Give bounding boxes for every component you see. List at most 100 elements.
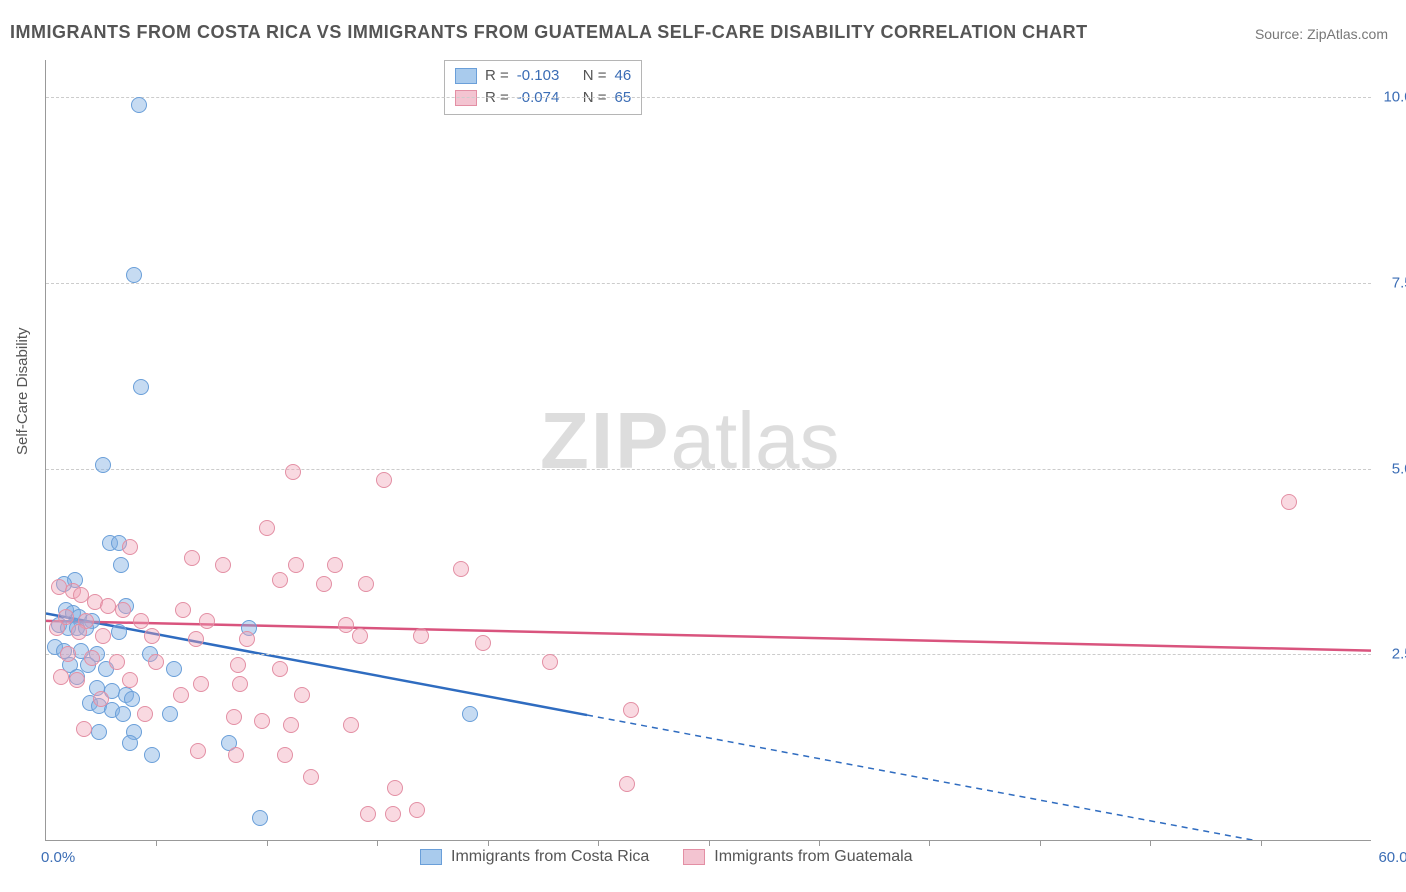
- data-point: [137, 706, 153, 722]
- data-point: [252, 810, 268, 826]
- regression-lines: [46, 60, 1371, 840]
- data-point: [623, 702, 639, 718]
- data-point: [173, 687, 189, 703]
- data-point: [93, 691, 109, 707]
- data-point: [239, 631, 255, 647]
- data-point: [228, 747, 244, 763]
- data-point: [254, 713, 270, 729]
- data-point: [133, 613, 149, 629]
- series-swatch: [455, 68, 477, 84]
- x-tick: [156, 840, 157, 846]
- data-point: [294, 687, 310, 703]
- x-tick: [929, 840, 930, 846]
- data-point: [49, 620, 65, 636]
- chart-title: IMMIGRANTS FROM COSTA RICA VS IMMIGRANTS…: [10, 22, 1088, 43]
- data-point: [144, 628, 160, 644]
- data-point: [277, 747, 293, 763]
- data-point: [215, 557, 231, 573]
- data-point: [285, 464, 301, 480]
- data-point: [542, 654, 558, 670]
- data-point: [122, 735, 138, 751]
- data-point: [76, 721, 92, 737]
- data-point: [259, 520, 275, 536]
- data-point: [303, 769, 319, 785]
- y-axis-label: Self-Care Disability: [14, 327, 31, 455]
- data-point: [475, 635, 491, 651]
- data-point: [272, 572, 288, 588]
- source-link[interactable]: ZipAtlas.com: [1307, 26, 1388, 42]
- legend-label: Immigrants from Costa Rica: [451, 848, 649, 866]
- data-point: [409, 802, 425, 818]
- data-point: [126, 267, 142, 283]
- data-point: [199, 613, 215, 629]
- data-point: [144, 747, 160, 763]
- plot-area: R =-0.103N =46R =-0.074N =65 Immigrants …: [45, 60, 1371, 841]
- data-point: [352, 628, 368, 644]
- data-point: [53, 669, 69, 685]
- data-point: [226, 709, 242, 725]
- data-point: [111, 624, 127, 640]
- legend-item: Immigrants from Costa Rica: [420, 848, 649, 866]
- data-point: [288, 557, 304, 573]
- r-label: R =: [485, 65, 509, 87]
- data-point: [69, 672, 85, 688]
- data-point: [122, 539, 138, 555]
- data-point: [124, 691, 140, 707]
- gridline: [46, 654, 1371, 655]
- data-point: [95, 457, 111, 473]
- data-point: [115, 602, 131, 618]
- x-tick: [598, 840, 599, 846]
- x-tick: [1150, 840, 1151, 846]
- x-tick: [819, 840, 820, 846]
- data-point: [1281, 494, 1297, 510]
- data-point: [193, 676, 209, 692]
- x-tick: [1261, 840, 1262, 846]
- series-legend: Immigrants from Costa Rica Immigrants fro…: [420, 848, 913, 866]
- data-point: [122, 672, 138, 688]
- data-point: [453, 561, 469, 577]
- x-tick: [709, 840, 710, 846]
- n-value: 46: [615, 65, 632, 87]
- legend-label: Immigrants from Guatemala: [714, 848, 912, 866]
- legend-item: Immigrants from Guatemala: [683, 848, 912, 866]
- data-point: [232, 676, 248, 692]
- source-attribution: Source: ZipAtlas.com: [1255, 26, 1388, 42]
- chart-container: IMMIGRANTS FROM COSTA RICA VS IMMIGRANTS…: [0, 0, 1406, 892]
- data-point: [272, 661, 288, 677]
- data-point: [230, 657, 246, 673]
- data-point: [148, 654, 164, 670]
- series-swatch: [683, 849, 705, 865]
- data-point: [619, 776, 635, 792]
- data-point: [91, 724, 107, 740]
- y-tick-label: 7.5%: [1376, 274, 1406, 291]
- data-point: [413, 628, 429, 644]
- n-label: N =: [583, 65, 607, 87]
- x-axis-min-label: 0.0%: [41, 849, 75, 866]
- data-point: [462, 706, 478, 722]
- x-tick: [488, 840, 489, 846]
- data-point: [360, 806, 376, 822]
- data-point: [95, 628, 111, 644]
- data-point: [283, 717, 299, 733]
- data-point: [343, 717, 359, 733]
- x-axis-max-label: 60.0%: [1378, 849, 1406, 866]
- data-point: [84, 650, 100, 666]
- series-swatch: [420, 849, 442, 865]
- data-point: [71, 624, 87, 640]
- data-point: [109, 654, 125, 670]
- data-point: [358, 576, 374, 592]
- x-tick: [377, 840, 378, 846]
- data-point: [316, 576, 332, 592]
- data-point: [162, 706, 178, 722]
- source-prefix: Source:: [1255, 26, 1307, 42]
- data-point: [60, 646, 76, 662]
- data-point: [376, 472, 392, 488]
- x-tick: [1040, 840, 1041, 846]
- stats-row: R =-0.103N =46: [455, 65, 631, 87]
- gridline: [46, 469, 1371, 470]
- data-point: [338, 617, 354, 633]
- data-point: [387, 780, 403, 796]
- gridline: [46, 283, 1371, 284]
- y-tick-label: 10.0%: [1376, 89, 1406, 106]
- gridline: [46, 97, 1371, 98]
